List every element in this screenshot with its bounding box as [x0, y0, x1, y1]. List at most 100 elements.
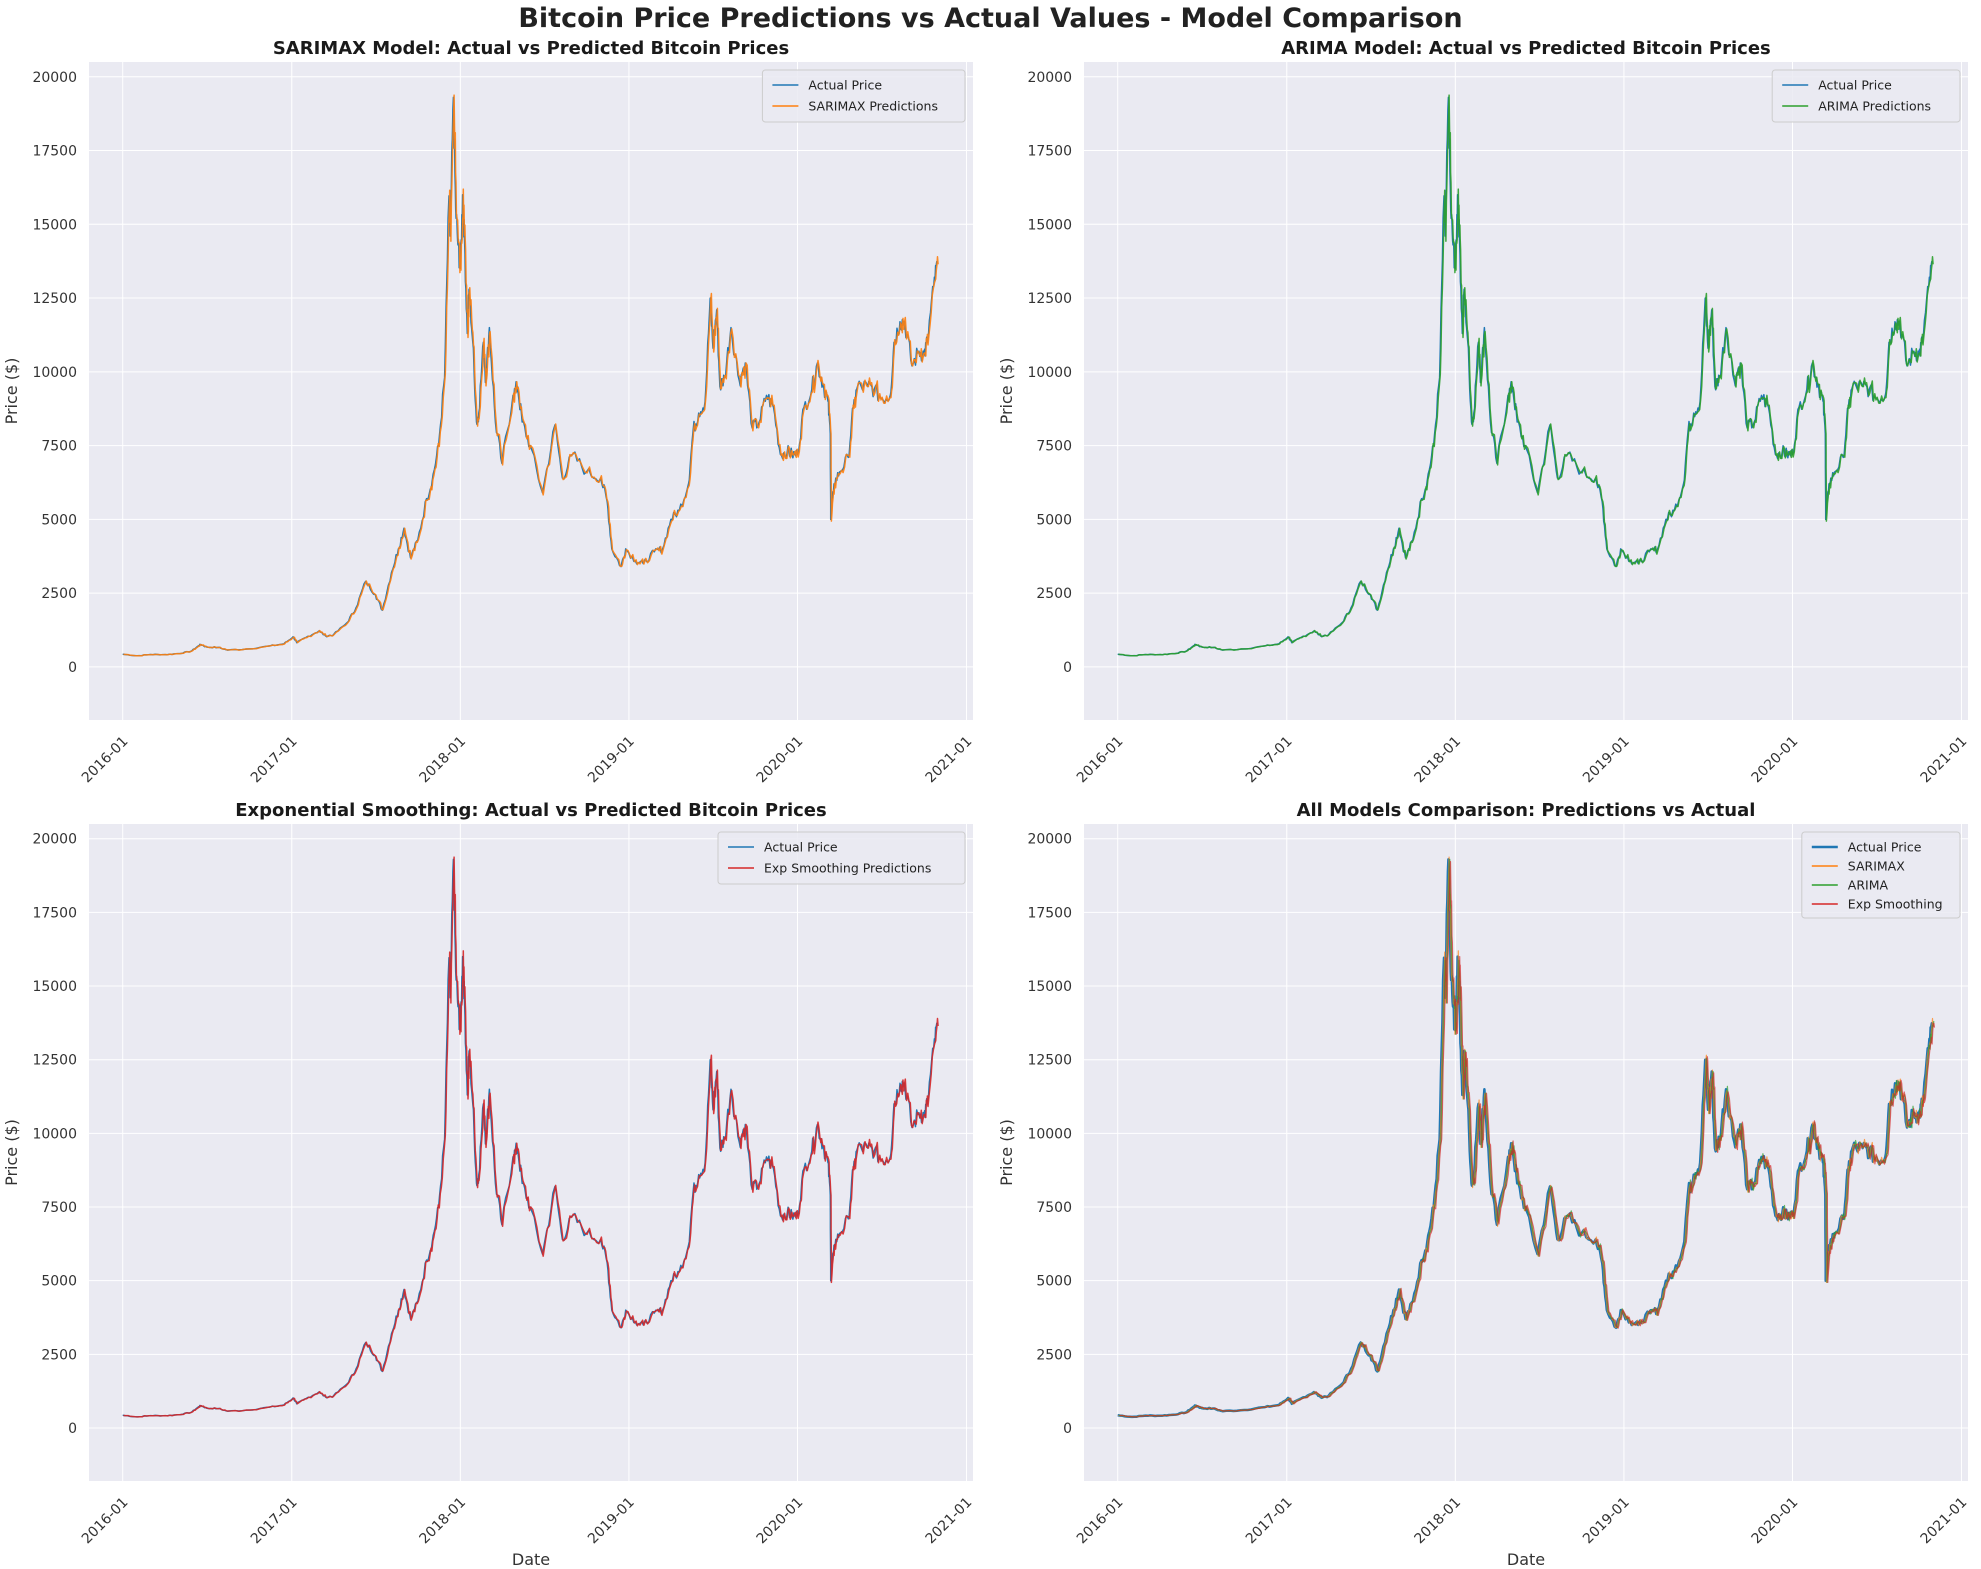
- x-tick-label: 2018-01: [416, 734, 469, 787]
- y-tick-label: 5000: [1036, 512, 1072, 528]
- legend: Actual Price SARIMAX Predictions: [761, 69, 966, 123]
- x-tick-label: 2018-01: [416, 1495, 469, 1548]
- y-tick-label: 0: [1063, 660, 1072, 676]
- plot-area: [89, 824, 973, 1481]
- legend: Actual Price Exp Smoothing Predictions: [717, 831, 966, 885]
- series-line-sarimax: [1118, 856, 1934, 1418]
- y-axis-label: Price ($): [2, 1119, 21, 1186]
- x-tick-label: 2017-01: [1243, 1495, 1296, 1548]
- y-tick-label: 5000: [41, 512, 77, 528]
- x-tick-label: 2020-01: [754, 1495, 807, 1548]
- y-tick-label: 5000: [1036, 1274, 1072, 1290]
- y-tick-label: 12500: [32, 291, 77, 307]
- x-tick-label: 2017-01: [248, 734, 301, 787]
- chart-panel-3: 0 2500 5000 7500 10000 12500 15000 17500 20000 20…: [2, 800, 975, 1569]
- x-tick-label: 2019-01: [1580, 734, 1633, 787]
- legend-label: ARIMA: [1848, 878, 1889, 893]
- series-line-exp-smoothing: [1119, 861, 1936, 1418]
- y-tick-label: 7500: [41, 439, 77, 455]
- x-tick-label: 2016-01: [79, 734, 132, 787]
- legend-label: Exp Smoothing Predictions: [764, 861, 931, 876]
- x-tick-label: 2016-01: [79, 1495, 132, 1548]
- x-tick-label: 2016-01: [1074, 1495, 1127, 1548]
- y-tick-label: 0: [68, 660, 77, 676]
- plot-area: [89, 62, 973, 720]
- series-line-arima-predictions: [1118, 94, 1934, 657]
- y-tick-label: 2500: [41, 1347, 77, 1363]
- x-tick-label: 2021-01: [1918, 1495, 1971, 1548]
- y-tick-label: 10000: [32, 1126, 77, 1142]
- figure-title: Bitcoin Price Predictions vs Actual Valu…: [518, 3, 1463, 34]
- chart-title: All Models Comparison: Predictions vs Ac…: [1297, 800, 1756, 821]
- x-tick-label: 2016-01: [1074, 734, 1127, 787]
- y-tick-label: 17500: [1027, 905, 1072, 921]
- y-tick-label: 12500: [1027, 291, 1072, 307]
- x-tick-label: 2019-01: [585, 1495, 638, 1548]
- y-tick-label: 12500: [1027, 1053, 1072, 1069]
- y-tick-label: 17500: [1027, 144, 1072, 160]
- y-tick-label: 2500: [1036, 586, 1072, 602]
- series-line-exp-smoothing-predictions: [123, 856, 939, 1418]
- y-tick-label: 10000: [32, 365, 77, 381]
- y-tick-label: 0: [1063, 1421, 1072, 1437]
- y-tick-label: 15000: [1027, 979, 1072, 995]
- series-line-sarimax-predictions: [123, 94, 939, 657]
- x-tick-label: 2021-01: [923, 734, 976, 787]
- x-tick-label: 2017-01: [1243, 734, 1296, 787]
- y-tick-label: 7500: [1036, 1200, 1072, 1216]
- y-tick-label: 15000: [32, 217, 77, 233]
- x-tick-label: 2021-01: [1918, 734, 1971, 787]
- y-tick-label: 20000: [1027, 70, 1072, 86]
- chart-panel-4: 0 2500 5000 7500 10000 12500 15000 17500 20000 20…: [997, 800, 1970, 1569]
- y-tick-label: 2500: [1036, 1347, 1072, 1363]
- x-tick-label: 2021-01: [923, 1495, 976, 1548]
- legend-label: SARIMAX Predictions: [808, 99, 938, 114]
- y-tick-label: 7500: [41, 1200, 77, 1216]
- x-tick-label: 2017-01: [248, 1495, 301, 1548]
- legend-label: ARIMA Predictions: [1818, 99, 1931, 114]
- x-tick-label: 2018-01: [1411, 1495, 1464, 1548]
- legend-label: Actual Price: [1818, 78, 1892, 93]
- legend-label: Actual Price: [764, 840, 838, 855]
- chart-panel-1: 0 2500 5000 7500 10000 12500 15000 17500 20000 20…: [2, 38, 975, 786]
- legend-box: [717, 831, 966, 885]
- y-tick-label: 15000: [1027, 217, 1072, 233]
- x-axis-label: Date: [1507, 1550, 1545, 1569]
- y-tick-label: 10000: [1027, 365, 1072, 381]
- x-tick-label: 2020-01: [754, 734, 807, 787]
- legend: Actual Price SARIMAX ARIMA Exp Smoothing: [1801, 831, 1961, 919]
- y-tick-label: 20000: [32, 832, 77, 848]
- y-tick-label: 7500: [1036, 439, 1072, 455]
- x-tick-label: 2019-01: [1580, 1495, 1633, 1548]
- legend-label: Exp Smoothing: [1848, 897, 1943, 912]
- legend-box: [1801, 831, 1961, 919]
- x-tick-label: 2020-01: [1749, 734, 1802, 787]
- legend-box: [1771, 69, 1961, 123]
- y-tick-label: 15000: [32, 979, 77, 995]
- y-axis-label: Price ($): [2, 358, 21, 425]
- y-axis-label: Price ($): [997, 1119, 1016, 1186]
- x-tick-label: 2019-01: [585, 734, 638, 787]
- x-axis-label: Date: [512, 1550, 550, 1569]
- y-tick-label: 20000: [1027, 832, 1072, 848]
- y-tick-label: 2500: [41, 586, 77, 602]
- chart-title: Exponential Smoothing: Actual vs Predict…: [235, 800, 826, 821]
- legend: Actual Price ARIMA Predictions: [1771, 69, 1961, 123]
- y-tick-label: 20000: [32, 70, 77, 86]
- y-tick-label: 12500: [32, 1053, 77, 1069]
- y-tick-label: 17500: [32, 905, 77, 921]
- y-axis-label: Price ($): [997, 358, 1016, 425]
- y-tick-label: 5000: [41, 1274, 77, 1290]
- plot-area: [1084, 824, 1968, 1481]
- chart-title: SARIMAX Model: Actual vs Predicted Bitco…: [273, 38, 789, 59]
- chart-title: ARIMA Model: Actual vs Predicted Bitcoin…: [1281, 38, 1771, 59]
- plot-area: [1084, 62, 1968, 720]
- x-tick-label: 2020-01: [1749, 1495, 1802, 1548]
- y-tick-label: 17500: [32, 144, 77, 160]
- legend-label: SARIMAX: [1848, 859, 1905, 874]
- legend-label: Actual Price: [808, 78, 882, 93]
- legend-label: Actual Price: [1848, 840, 1922, 855]
- y-tick-label: 0: [68, 1421, 77, 1437]
- y-tick-label: 10000: [1027, 1126, 1072, 1142]
